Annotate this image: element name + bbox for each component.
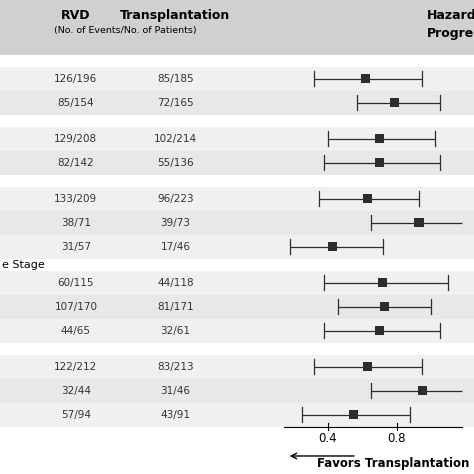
Text: 85/185: 85/185 bbox=[157, 73, 194, 83]
Bar bbox=[0, 379, 474, 402]
Bar bbox=[380, 302, 389, 311]
Text: 44/118: 44/118 bbox=[157, 278, 194, 288]
Text: 32/44: 32/44 bbox=[61, 385, 91, 396]
Text: 39/73: 39/73 bbox=[160, 218, 191, 228]
Bar bbox=[0, 258, 474, 271]
Bar bbox=[375, 326, 384, 335]
Bar bbox=[414, 218, 424, 227]
Bar bbox=[363, 194, 372, 203]
Bar bbox=[0, 319, 474, 343]
Text: 38/71: 38/71 bbox=[61, 218, 91, 228]
Text: 133/209: 133/209 bbox=[55, 193, 97, 203]
Bar bbox=[418, 386, 427, 395]
Text: 83/213: 83/213 bbox=[157, 362, 194, 372]
Text: 85/154: 85/154 bbox=[57, 98, 94, 108]
Bar bbox=[390, 98, 400, 107]
Bar bbox=[0, 55, 474, 66]
Bar bbox=[0, 115, 474, 127]
Bar bbox=[328, 242, 337, 251]
Text: (No. of Events/No. of Patients): (No. of Events/No. of Patients) bbox=[55, 26, 197, 35]
Text: Favors Transplantation: Favors Transplantation bbox=[317, 457, 470, 470]
Text: 57/94: 57/94 bbox=[61, 410, 91, 419]
Bar bbox=[0, 271, 474, 294]
Bar bbox=[0, 66, 474, 91]
Text: 96/223: 96/223 bbox=[157, 193, 194, 203]
Text: 55/136: 55/136 bbox=[157, 157, 194, 167]
Text: Transplantation: Transplantation bbox=[120, 9, 230, 21]
Text: 32/61: 32/61 bbox=[160, 326, 191, 336]
Bar bbox=[0, 187, 474, 210]
Text: Hazard: Hazard bbox=[427, 9, 474, 21]
Text: RVD: RVD bbox=[61, 9, 91, 21]
Text: 60/115: 60/115 bbox=[57, 278, 94, 288]
Bar bbox=[0, 210, 474, 235]
Bar bbox=[361, 74, 370, 83]
Bar bbox=[0, 427, 474, 474]
Text: 126/196: 126/196 bbox=[54, 73, 98, 83]
Bar bbox=[375, 134, 384, 143]
Text: Progress: Progress bbox=[427, 27, 474, 40]
Text: 31/57: 31/57 bbox=[61, 242, 91, 252]
Bar bbox=[0, 355, 474, 379]
Bar bbox=[0, 402, 474, 427]
Bar bbox=[0, 343, 474, 355]
Bar bbox=[0, 127, 474, 151]
Text: 0.4: 0.4 bbox=[318, 432, 337, 445]
Bar bbox=[349, 410, 358, 419]
Text: 102/214: 102/214 bbox=[154, 134, 197, 144]
Text: e Stage: e Stage bbox=[2, 260, 45, 270]
Bar bbox=[0, 0, 474, 55]
Bar bbox=[378, 278, 387, 287]
Text: 0.8: 0.8 bbox=[387, 432, 406, 445]
Bar bbox=[0, 174, 474, 187]
Text: 107/170: 107/170 bbox=[55, 301, 97, 311]
Text: 17/46: 17/46 bbox=[160, 242, 191, 252]
Text: 44/65: 44/65 bbox=[61, 326, 91, 336]
Text: 81/171: 81/171 bbox=[157, 301, 194, 311]
Text: 72/165: 72/165 bbox=[157, 98, 194, 108]
Bar bbox=[363, 362, 372, 371]
Bar bbox=[0, 151, 474, 174]
Bar bbox=[0, 91, 474, 115]
Bar bbox=[375, 158, 384, 167]
Bar bbox=[0, 294, 474, 319]
Text: 82/142: 82/142 bbox=[57, 157, 94, 167]
Text: 43/91: 43/91 bbox=[160, 410, 191, 419]
Text: 31/46: 31/46 bbox=[160, 385, 191, 396]
Bar bbox=[0, 235, 474, 258]
Text: 129/208: 129/208 bbox=[55, 134, 97, 144]
Text: 122/212: 122/212 bbox=[54, 362, 98, 372]
